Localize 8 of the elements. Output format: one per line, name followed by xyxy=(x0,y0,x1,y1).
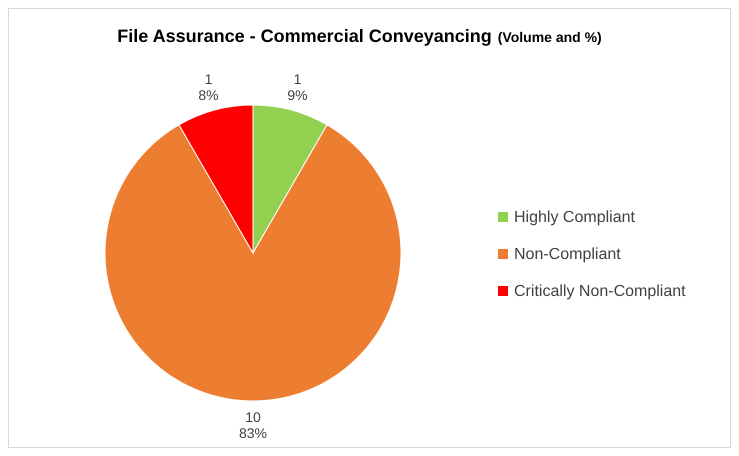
chart-title: File Assurance - Commercial Conveyancing xyxy=(117,26,492,46)
chart-subtitle: (Volume and %) xyxy=(498,29,602,45)
legend-label: Non-Compliant xyxy=(514,246,622,263)
legend-label: Highly Compliant xyxy=(514,209,636,226)
data-label: 10 83% xyxy=(238,409,268,441)
legend-label: Critically Non-Compliant xyxy=(514,283,686,300)
data-label: 1 8% xyxy=(198,70,219,103)
data-label: 1 9% xyxy=(287,70,308,103)
